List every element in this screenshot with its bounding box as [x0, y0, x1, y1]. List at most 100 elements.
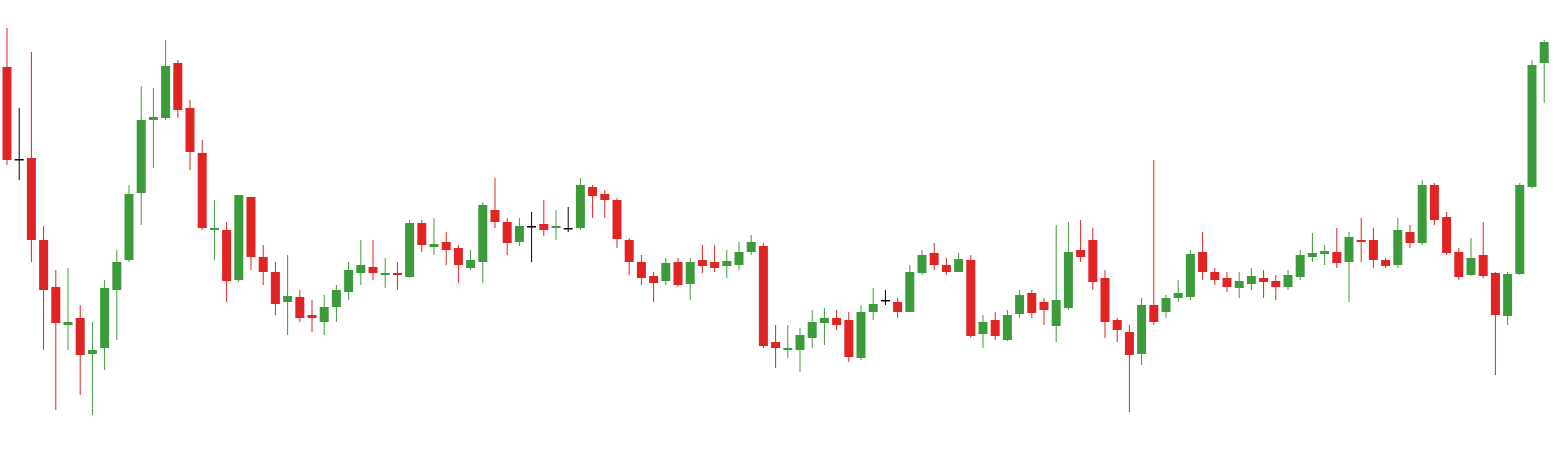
candle-body	[1015, 295, 1025, 314]
candle-body	[1368, 240, 1378, 260]
candle-body	[1234, 281, 1244, 288]
candle-body	[1478, 255, 1488, 276]
candle-body	[636, 262, 646, 278]
candle-body	[380, 273, 390, 275]
candle-body	[966, 260, 976, 336]
candle-body	[649, 276, 659, 283]
candle-body	[1271, 281, 1281, 287]
candle-body	[307, 315, 317, 318]
candle-body	[588, 187, 598, 196]
candle-body	[197, 153, 207, 228]
candle-body	[319, 307, 329, 322]
candle-body	[87, 350, 97, 354]
candle-body	[1527, 65, 1537, 187]
candle-body	[161, 66, 171, 118]
candle-body	[1344, 237, 1354, 262]
candle-body	[673, 262, 683, 285]
candle-body	[1112, 320, 1122, 330]
candle-body	[1295, 255, 1305, 277]
candle-body	[1503, 274, 1513, 316]
candle-body	[1076, 250, 1086, 257]
candle-body	[1063, 252, 1073, 308]
candle-body	[222, 230, 232, 281]
candle-body	[100, 288, 110, 348]
candle-body	[710, 262, 720, 268]
candle-body	[1149, 305, 1159, 322]
candle-body	[893, 302, 903, 312]
candle-body	[112, 262, 122, 290]
candle-body	[258, 257, 268, 272]
candle-body	[1539, 42, 1549, 63]
candle-body	[990, 320, 1000, 336]
candle-body	[1442, 217, 1452, 253]
candle-body	[75, 318, 85, 355]
candle-body	[1515, 185, 1525, 274]
candle-body	[746, 242, 756, 252]
candle-body	[14, 159, 24, 161]
candle-body	[51, 287, 61, 323]
candle-body	[905, 272, 915, 312]
candle-body	[173, 63, 183, 110]
candle-body	[368, 267, 378, 273]
candle-body	[734, 252, 744, 265]
candle-body	[722, 261, 732, 266]
candle-body	[514, 226, 524, 242]
candle-body	[941, 265, 951, 272]
candle-body	[880, 300, 890, 302]
candle-body	[417, 223, 427, 245]
candle-body	[807, 322, 817, 338]
candle-body	[832, 318, 842, 325]
candle-body	[1027, 293, 1037, 313]
candle-body	[954, 259, 964, 272]
candle-body	[1356, 240, 1366, 242]
candle-body	[185, 108, 195, 152]
candle-body	[1490, 273, 1500, 315]
candle-body	[1161, 298, 1171, 312]
candle-body	[1210, 272, 1220, 280]
candle-body	[453, 248, 463, 265]
candle-body	[539, 224, 549, 230]
candle-body	[929, 253, 939, 265]
candle-body	[429, 244, 439, 247]
candle-body	[209, 228, 219, 230]
candle-body	[63, 322, 73, 325]
candle-body	[136, 120, 146, 193]
candle-body	[1283, 275, 1293, 287]
candle-body	[234, 195, 244, 280]
candle-body	[1002, 315, 1012, 340]
candle-body	[978, 322, 988, 334]
candle-body	[1246, 276, 1256, 284]
candle-body	[1173, 293, 1183, 298]
candle-body	[26, 158, 36, 240]
candle-body	[1466, 258, 1476, 275]
candle-body	[917, 255, 927, 273]
candle-body	[1332, 252, 1342, 263]
candle-body	[478, 205, 488, 262]
candle-body	[331, 290, 341, 307]
candle-body	[771, 342, 781, 348]
candle-body	[819, 318, 829, 323]
candle-body	[1185, 254, 1195, 297]
candle-body	[551, 226, 561, 228]
candle-body	[124, 194, 134, 260]
candle-body	[1051, 300, 1061, 326]
candle-body	[1039, 302, 1049, 310]
candle-body	[1307, 253, 1317, 257]
candle-body	[246, 197, 256, 257]
candle-body	[1222, 278, 1232, 287]
candle-body	[441, 242, 451, 250]
candle-body	[344, 270, 354, 292]
candle-body	[1100, 278, 1110, 322]
candle-body	[783, 348, 793, 350]
candle-body	[1405, 232, 1415, 243]
candle-body	[502, 222, 512, 243]
candle-body	[283, 296, 293, 302]
candle-body	[148, 117, 158, 120]
candle-body	[392, 273, 402, 275]
candle-body	[624, 240, 634, 262]
candle-body	[466, 260, 476, 268]
candle-body	[844, 320, 854, 357]
candle-body	[356, 265, 366, 273]
candle-body	[612, 200, 622, 239]
